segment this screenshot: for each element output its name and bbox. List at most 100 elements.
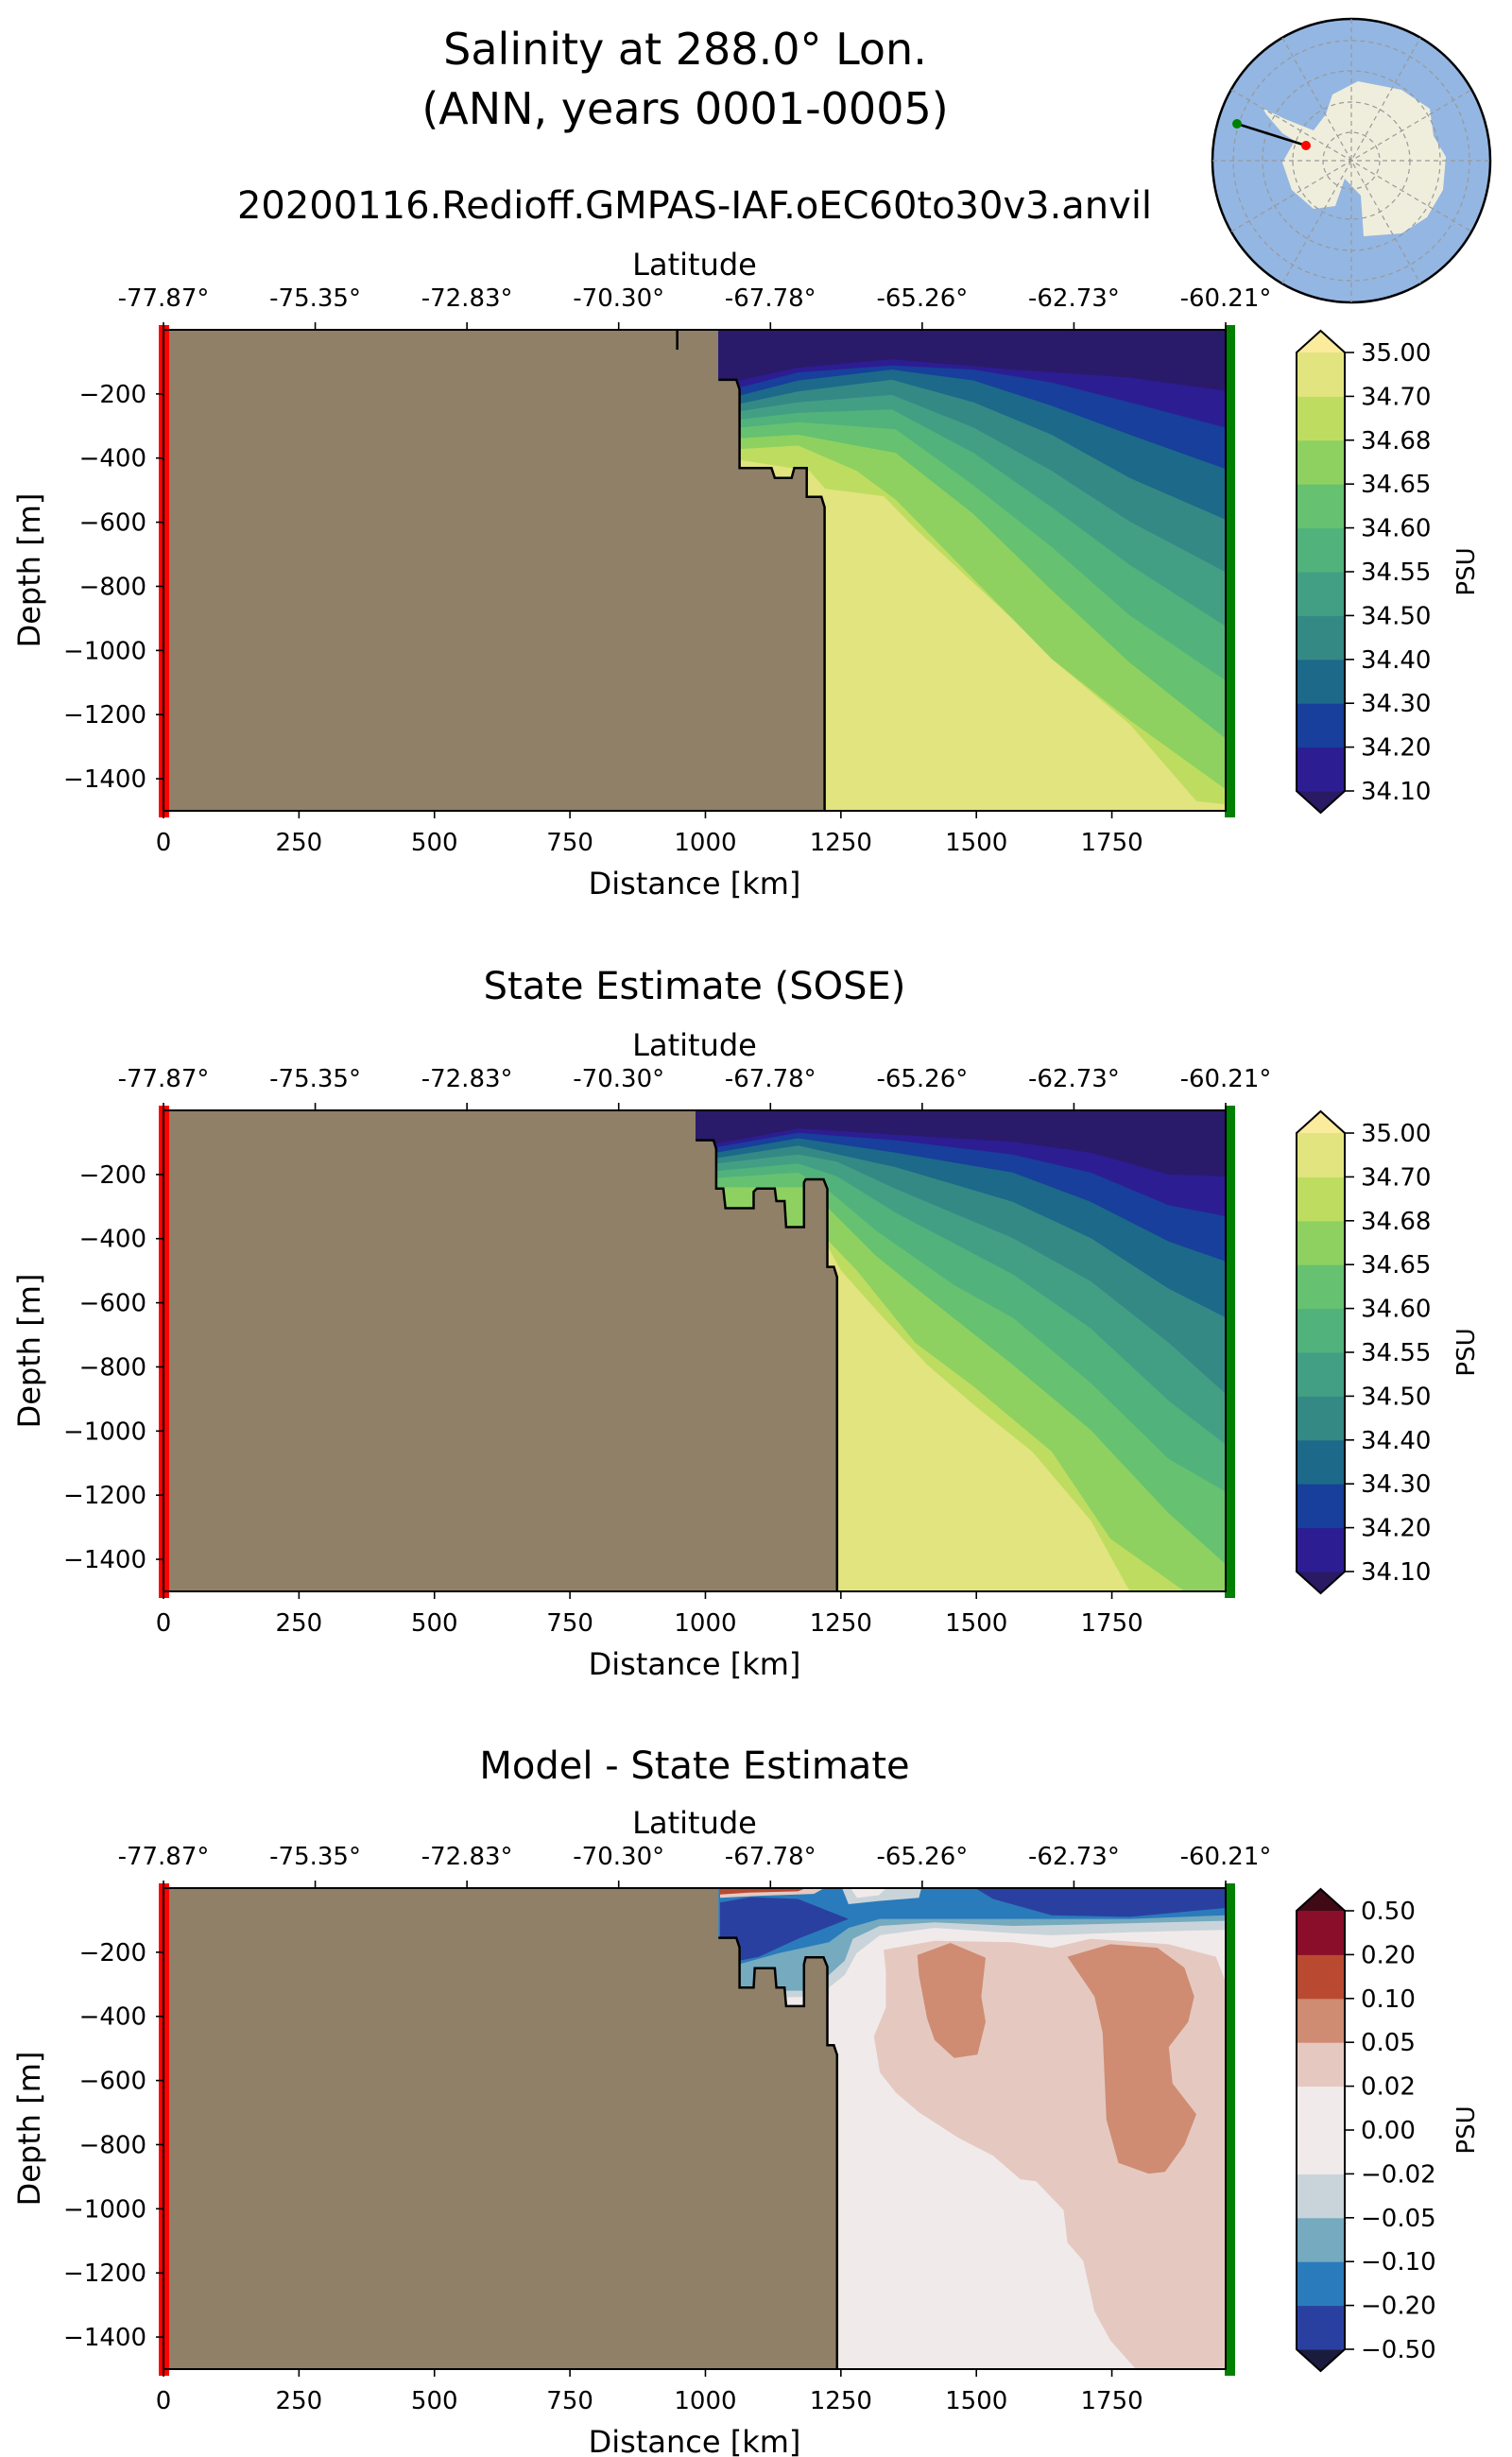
lat-tick-label: -67.78° xyxy=(725,284,816,313)
inset-map-transect-line xyxy=(1236,122,1307,147)
colorbar-swatch-5 xyxy=(1297,1308,1345,1353)
panel-2: State Estimate (SOSE) Latitude 0 250 500 750 1… xyxy=(11,965,1481,1682)
x-tick-label: 500 xyxy=(411,1609,458,1638)
y-tick-label: −1400 xyxy=(63,765,146,794)
colorbar-swatch-0 xyxy=(1297,747,1345,792)
x-tick-label: 1500 xyxy=(945,1609,1007,1638)
y-tick-label: −600 xyxy=(79,2068,146,2096)
x-tick-label: 1250 xyxy=(810,2387,872,2415)
figure-title-line2: (ANN, years 0001-0005) xyxy=(421,83,948,134)
colorbar-tick-label: 0.20 xyxy=(1361,1941,1416,1969)
plot-area xyxy=(163,330,1226,811)
inset-map-start-marker xyxy=(1232,119,1242,129)
lat-tick-label: -62.73° xyxy=(1028,284,1120,313)
lat-tick-label: -72.83° xyxy=(421,284,513,313)
y-tick-label: −1200 xyxy=(63,701,146,730)
figure-title-line1: Salinity at 288.0° Lon. xyxy=(443,24,927,75)
x-tick-label: 1500 xyxy=(945,2387,1007,2415)
x-tick-label: 250 xyxy=(276,829,323,857)
lat-tick-label: -60.21° xyxy=(1180,1065,1272,1093)
seafloor-outline xyxy=(718,378,826,811)
seafloor-outline xyxy=(696,1139,839,1591)
lat-tick-label: -60.21° xyxy=(1180,284,1272,313)
contour-fills xyxy=(718,330,1226,805)
lat-tick-label: -77.87° xyxy=(118,1065,210,1093)
colorbar-tick-label: −0.20 xyxy=(1361,2293,1436,2321)
y-tick-label: −1000 xyxy=(63,637,146,665)
colorbar-tick-label: 34.20 xyxy=(1361,1515,1431,1543)
x-tick-label: 750 xyxy=(546,2387,593,2415)
colorbar-tick-label: −0.02 xyxy=(1361,2160,1436,2189)
inset-map-antarctica xyxy=(1260,81,1446,236)
colorbar-tick-label: 34.60 xyxy=(1361,515,1431,543)
colorbar-tick-label: 34.50 xyxy=(1361,602,1431,630)
x-tick-label: 0 xyxy=(156,1609,172,1638)
contour-region-7 xyxy=(970,1888,1226,1917)
y-axis-label: Depth [m] xyxy=(11,1274,47,1429)
colorbar-tick-label: 34.10 xyxy=(1361,1558,1431,1587)
colorbar-swatch-1 xyxy=(1297,703,1345,748)
colorbar-tick-label: 34.60 xyxy=(1361,1296,1431,1324)
contour-band-9 xyxy=(696,1110,1226,1177)
plot-area xyxy=(163,1888,1226,2369)
colorbar-label: PSU xyxy=(1452,1328,1481,1376)
colorbar-tick-label: 34.65 xyxy=(1361,1251,1431,1280)
colorbar-swatch-8 xyxy=(1297,396,1345,441)
colorbar-swatch-6 xyxy=(1297,1998,1345,2043)
lat-tick-label: -75.35° xyxy=(269,284,361,313)
lat-tick-label: -62.73° xyxy=(1028,1065,1120,1093)
colorbar-tick-label: −0.50 xyxy=(1361,2336,1436,2364)
x-tick-label: 0 xyxy=(156,829,172,857)
section-end-marker xyxy=(1225,325,1235,817)
y-tick-label: −200 xyxy=(79,1161,146,1190)
colorbar-swatch-3 xyxy=(1297,2174,1345,2219)
lat-tick-label: -75.35° xyxy=(269,1843,361,1871)
colorbar-tick-label: 34.30 xyxy=(1361,690,1431,718)
colorbar-swatch-8 xyxy=(1297,1177,1345,1222)
contour-region-11 xyxy=(720,1888,815,1895)
colorbar-tick-label: 34.55 xyxy=(1361,558,1431,587)
contour-region-9 xyxy=(848,1888,890,1899)
colorbar-tick-label: 34.50 xyxy=(1361,1383,1431,1411)
colorbar-swatch-2 xyxy=(1297,1439,1345,1485)
x-axis-label: Distance [km] xyxy=(589,2424,801,2457)
lat-tick-label: -75.35° xyxy=(269,1065,361,1093)
lat-tick-label: -62.73° xyxy=(1028,1843,1120,1871)
contour-region-1 xyxy=(917,1943,986,2058)
x-tick-label: 1750 xyxy=(1080,829,1143,857)
colorbar-label: PSU xyxy=(1452,547,1481,595)
colorbar: −0.50 −0.20 −0.10 −0.05 −0.02 0.00 0.02 0.05 0.1… xyxy=(1296,1887,1481,2373)
lat-tick-label: -72.83° xyxy=(421,1843,513,1871)
colorbar-extend-over xyxy=(1297,331,1345,352)
colorbar-swatch-5 xyxy=(1297,2042,1345,2088)
x-tick-label: 250 xyxy=(276,2387,323,2415)
colorbar-tick-label: 0.02 xyxy=(1361,2073,1416,2102)
contour-fills xyxy=(696,1110,1226,1591)
colorbar-swatch-4 xyxy=(1297,1352,1345,1397)
lat-tick-label: -65.26° xyxy=(876,1065,968,1093)
axes-frame xyxy=(163,329,1227,812)
x-tick-label: 1250 xyxy=(810,829,872,857)
colorbar-swatch-0 xyxy=(1297,1527,1345,1572)
colorbar-swatch-4 xyxy=(1297,2086,1345,2174)
lat-tick-label: -70.30° xyxy=(573,1843,664,1871)
colorbar-tick-label: 34.68 xyxy=(1361,427,1431,455)
colorbar: 34.10 34.20 34.30 34.40 34.50 34.55 34.60 34.65… xyxy=(1296,1109,1481,1595)
colorbar-swatch-9 xyxy=(1297,1133,1345,1177)
contour-band-9 xyxy=(718,330,1226,391)
x-tick-label: 500 xyxy=(411,2387,458,2415)
y-axis-label: Depth [m] xyxy=(11,493,47,648)
panel-title: 20200116.Redioff.GMPAS-IAF.oEC60to30v3.a… xyxy=(237,184,1152,228)
colorbar-swatch-5 xyxy=(1297,527,1345,573)
colorbar-swatch-4 xyxy=(1297,572,1345,616)
colorbar-tick-label: 0.05 xyxy=(1361,2029,1416,2057)
x-tick-label: 750 xyxy=(546,829,593,857)
lat-tick-label: -70.30° xyxy=(573,1065,664,1093)
x-tick-label: 1000 xyxy=(674,1609,736,1638)
y-tick-label: −800 xyxy=(79,573,146,601)
colorbar-swatch-8 xyxy=(1297,1911,1345,1955)
colorbar-tick-label: 34.55 xyxy=(1361,1339,1431,1367)
y-tick-label: −800 xyxy=(79,1353,146,1382)
y-tick-label: −1200 xyxy=(63,1482,146,1510)
